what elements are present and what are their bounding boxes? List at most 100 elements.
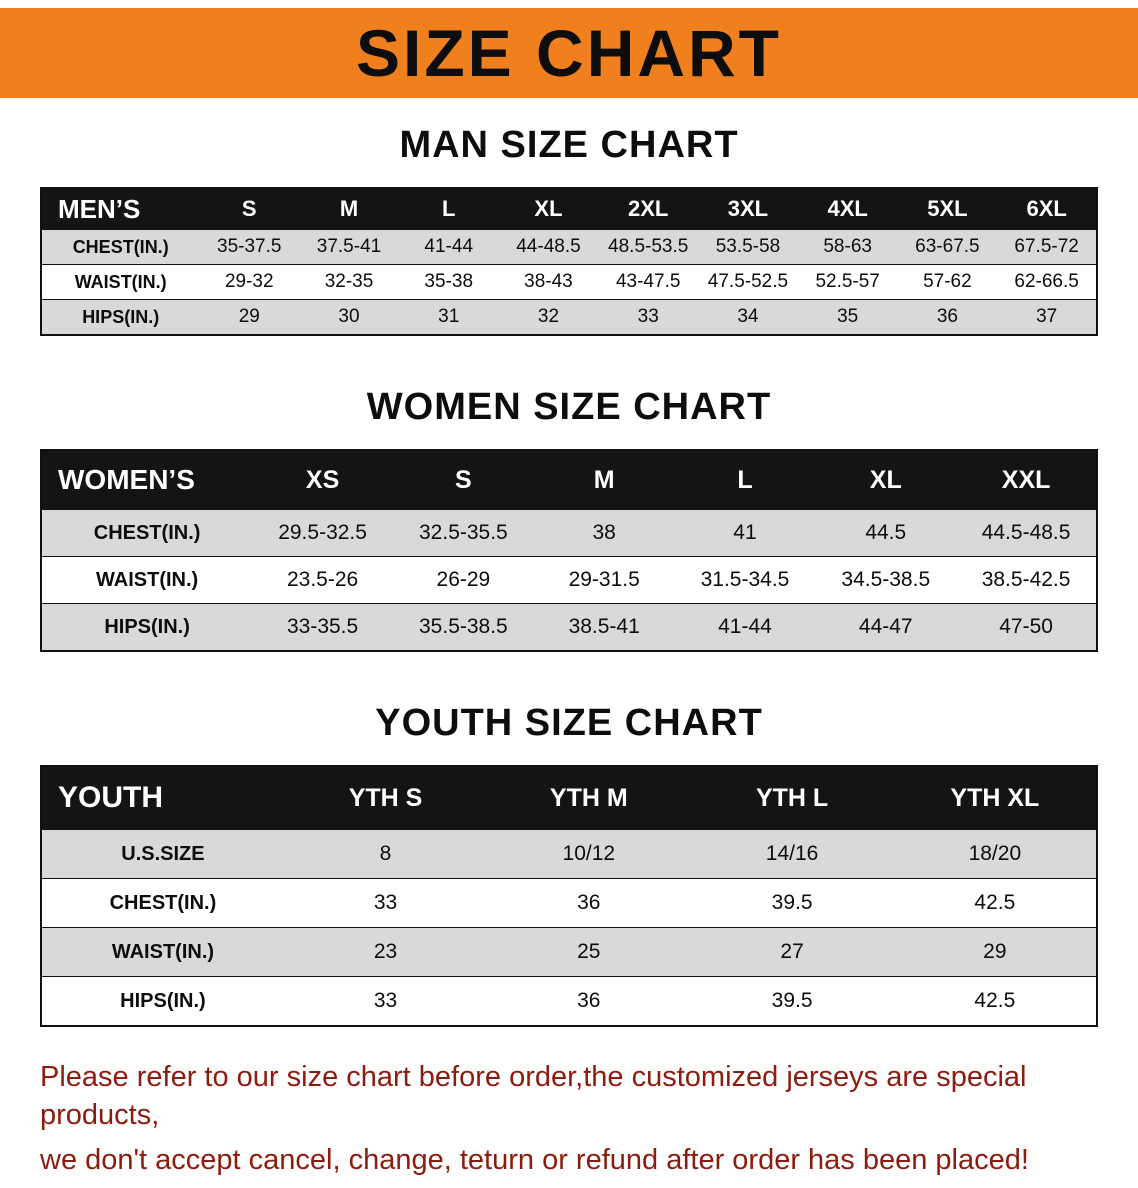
size-value-cell: 38: [533, 509, 675, 557]
men-size-header-3xl: 3XL: [698, 187, 798, 230]
men-row-chest-in: CHEST(IN.) 35-37.5 37.5-41 41-44 44-48.5 48.5…: [41, 229, 1097, 265]
size-value-cell: 23.5-26: [252, 556, 393, 604]
men-row-label-chest-in: CHEST(IN.): [41, 229, 200, 265]
size-value-cell: 27: [690, 927, 894, 977]
men-table-title: MEN’S: [41, 187, 200, 230]
size-value-cell: 39.5: [690, 976, 894, 1027]
men-size-header-xl: XL: [498, 187, 599, 230]
size-value-cell: 35-37.5: [199, 229, 300, 265]
youth-row-hips-in: HIPS(IN.) 33 36 39.5 42.5: [41, 976, 1097, 1027]
size-value-cell: 39.5: [690, 878, 894, 928]
youth-row-waist-in: WAIST(IN.) 23 25 27 29: [41, 927, 1097, 977]
men-size-header-5xl: 5XL: [897, 187, 998, 230]
size-value-cell: 31: [398, 299, 499, 336]
size-value-cell: 32-35: [299, 264, 399, 300]
size-value-cell: 67.5-72: [997, 229, 1097, 265]
size-value-cell: 44.5: [815, 509, 957, 557]
size-value-cell: 38.5-42.5: [956, 556, 1097, 604]
size-value-cell: 38.5-41: [533, 603, 675, 652]
size-value-cell: 30: [299, 299, 399, 336]
size-value-cell: 34: [698, 299, 798, 336]
size-value-cell: 53.5-58: [698, 229, 798, 265]
youth-row-label-u-s-size: U.S.SIZE: [41, 829, 284, 879]
women-size-header-xl: XL: [815, 449, 957, 510]
size-value-cell: 62-66.5: [997, 264, 1097, 300]
women-table-title: WOMEN’S: [41, 449, 253, 510]
women-row-chest-in: CHEST(IN.) 29.5-32.5 32.5-35.5 38 41 44.5 44.5…: [41, 509, 1097, 557]
women-size-header-l: L: [674, 449, 816, 510]
size-value-cell: 37.5-41: [299, 229, 399, 265]
size-value-cell: 35-38: [398, 264, 499, 300]
women-size-header-m: M: [533, 449, 675, 510]
size-value-cell: 41-44: [398, 229, 499, 265]
youth-row-label-chest-in: CHEST(IN.): [41, 878, 284, 928]
women-row-label-chest-in: CHEST(IN.): [41, 509, 253, 557]
size-value-cell: 33: [283, 878, 488, 928]
women-size-chart-section: WOMEN SIZE CHART WOMEN’S XS S M L XL XXL CHEST(I…: [0, 386, 1138, 652]
men-size-header-4xl: 4XL: [797, 187, 898, 230]
size-value-cell: 43-47.5: [598, 264, 699, 300]
size-value-cell: 36: [897, 299, 998, 336]
men-header-row: MEN’S S M L XL 2XL 3XL 4XL 5XL 6XL: [41, 187, 1097, 230]
youth-row-label-hips-in: HIPS(IN.): [41, 976, 284, 1027]
size-value-cell: 23: [283, 927, 488, 977]
size-value-cell: 36: [487, 976, 691, 1027]
size-value-cell: 29: [893, 927, 1097, 977]
women-row-label-waist-in: WAIST(IN.): [41, 556, 253, 604]
size-value-cell: 44-48.5: [498, 229, 599, 265]
men-row-waist-in: WAIST(IN.) 29-32 32-35 35-38 38-43 43-47.5 47.…: [41, 264, 1097, 300]
youth-size-chart-heading: YOUTH SIZE CHART: [375, 702, 763, 744]
youth-size-table: YOUTH YTH S YTH M YTH L YTH XL U.S.SIZE 8 10/12…: [40, 765, 1098, 1027]
men-size-chart-heading: MAN SIZE CHART: [399, 124, 739, 166]
page-title: SIZE CHART: [356, 16, 782, 90]
women-size-table: WOMEN’S XS S M L XL XXL CHEST(IN.) 29.5-32.5 32.5…: [40, 449, 1098, 652]
men-size-header-s: S: [199, 187, 300, 230]
size-value-cell: 31.5-34.5: [674, 556, 816, 604]
size-value-cell: 42.5: [893, 878, 1097, 928]
men-size-chart-section: MAN SIZE CHART MEN’S S M L XL 2XL 3XL 4XL 5XL 6XL C…: [0, 124, 1138, 336]
size-value-cell: 41-44: [674, 603, 816, 652]
men-size-table: MEN’S S M L XL 2XL 3XL 4XL 5XL 6XL CHEST(IN.) 35-37…: [40, 187, 1098, 336]
women-size-header-xxl: XXL: [956, 449, 1097, 510]
size-value-cell: 18/20: [893, 829, 1097, 879]
youth-size-header-yth-xl: YTH XL: [893, 765, 1097, 830]
men-row-label-hips-in: HIPS(IN.): [41, 299, 200, 336]
size-value-cell: 14/16: [690, 829, 894, 879]
men-size-header-6xl: 6XL: [997, 187, 1097, 230]
youth-size-chart-section: YOUTH SIZE CHART YOUTH YTH S YTH M YTH L YTH …: [0, 702, 1138, 1027]
women-size-header-s: S: [392, 449, 534, 510]
size-value-cell: 35: [797, 299, 898, 336]
women-size-chart-heading: WOMEN SIZE CHART: [366, 386, 772, 428]
size-value-cell: 44-47: [815, 603, 957, 652]
youth-size-header-yth-s: YTH S: [283, 765, 488, 830]
youth-row-label-waist-in: WAIST(IN.): [41, 927, 284, 977]
size-value-cell: 10/12: [487, 829, 691, 879]
youth-size-header-yth-m: YTH M: [487, 765, 691, 830]
size-value-cell: 36: [487, 878, 691, 928]
men-size-header-m: M: [299, 187, 399, 230]
size-value-cell: 57-62: [897, 264, 998, 300]
banner: SIZE CHART: [0, 8, 1138, 98]
size-value-cell: 48.5-53.5: [598, 229, 699, 265]
women-row-label-hips-in: HIPS(IN.): [41, 603, 253, 652]
youth-row-chest-in: CHEST(IN.) 33 36 39.5 42.5: [41, 878, 1097, 928]
size-value-cell: 52.5-57: [797, 264, 898, 300]
size-value-cell: 32.5-35.5: [392, 509, 534, 557]
size-chart-sections: MAN SIZE CHART MEN’S S M L XL 2XL 3XL 4XL 5XL 6XL C…: [0, 124, 1138, 1027]
size-value-cell: 33: [598, 299, 699, 336]
size-value-cell: 25: [487, 927, 691, 977]
men-row-label-waist-in: WAIST(IN.): [41, 264, 200, 300]
size-value-cell: 44.5-48.5: [956, 509, 1097, 557]
youth-size-header-yth-l: YTH L: [690, 765, 894, 830]
women-row-waist-in: WAIST(IN.) 23.5-26 26-29 29-31.5 31.5-34.5 34…: [41, 556, 1097, 604]
men-row-hips-in: HIPS(IN.) 29 30 31 32 33 34 35 36 37: [41, 299, 1097, 336]
size-value-cell: 63-67.5: [897, 229, 998, 265]
size-value-cell: 29-32: [199, 264, 300, 300]
size-value-cell: 34.5-38.5: [815, 556, 957, 604]
footer-notice: Please refer to our size chart before or…: [40, 1059, 1098, 1180]
youth-row-u-s-size: U.S.SIZE 8 10/12 14/16 18/20: [41, 829, 1097, 879]
notice-line-1: Please refer to our size chart before or…: [40, 1061, 1027, 1131]
size-value-cell: 42.5: [893, 976, 1097, 1027]
size-value-cell: 47.5-52.5: [698, 264, 798, 300]
